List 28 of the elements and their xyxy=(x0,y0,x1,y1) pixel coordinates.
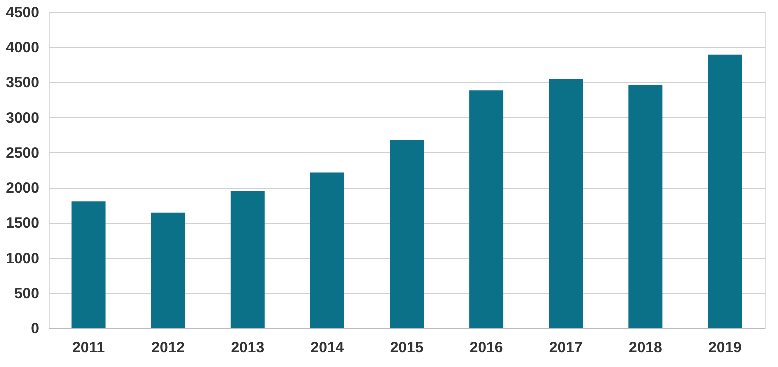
x-tick-label: 2015 xyxy=(390,340,424,356)
x-tick-label: 2017 xyxy=(549,340,583,356)
y-tick-label: 0 xyxy=(31,320,40,338)
y-tick-label: 3000 xyxy=(6,110,40,127)
x-tick-label: 2012 xyxy=(152,340,186,356)
y-tick-label: 2000 xyxy=(6,180,40,198)
x-tick-label: 2018 xyxy=(628,340,662,356)
x-tick-label: 2016 xyxy=(470,340,504,356)
bar xyxy=(470,90,504,328)
y-tick-label: 4000 xyxy=(6,40,40,57)
y-tick-label: 4500 xyxy=(6,4,40,22)
y-tick-label: 2500 xyxy=(6,144,40,162)
bar xyxy=(230,191,265,328)
y-tick-label: 500 xyxy=(14,285,40,302)
bar xyxy=(549,79,584,328)
bar xyxy=(708,54,742,328)
x-tick-label: 2011 xyxy=(72,340,106,356)
bar xyxy=(151,212,186,328)
bar xyxy=(310,172,344,328)
x-tick-label: 2019 xyxy=(708,340,742,356)
bar xyxy=(628,85,663,328)
x-tick-label: 2014 xyxy=(310,340,345,356)
y-tick-label: 1500 xyxy=(6,215,40,232)
y-tick-label: 3500 xyxy=(6,74,40,92)
x-tick-label: 2013 xyxy=(231,340,265,356)
y-tick-label: 1000 xyxy=(6,250,40,268)
bar xyxy=(72,202,106,328)
bar xyxy=(390,140,424,328)
